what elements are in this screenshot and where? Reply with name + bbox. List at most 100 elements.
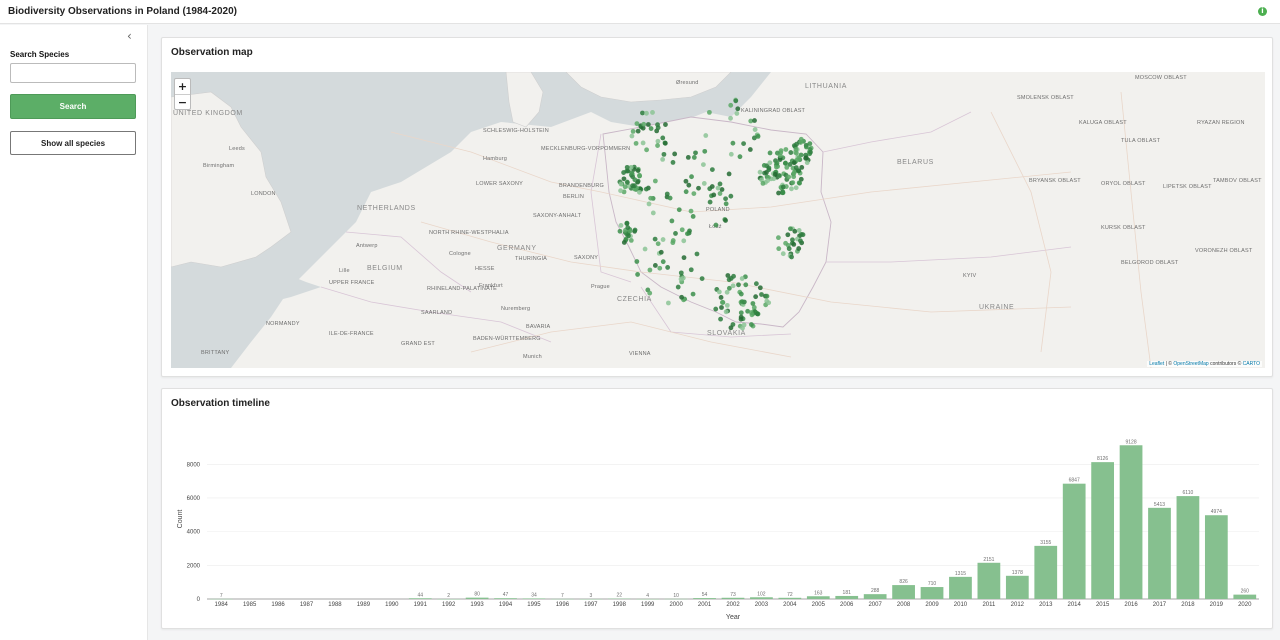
bar[interactable] bbox=[1204, 515, 1228, 599]
observation-point[interactable] bbox=[749, 312, 755, 318]
observation-point[interactable] bbox=[735, 106, 741, 112]
observation-point[interactable] bbox=[730, 283, 736, 289]
observation-point[interactable] bbox=[786, 246, 792, 252]
observation-point[interactable] bbox=[791, 170, 797, 176]
observation-point[interactable] bbox=[628, 164, 634, 170]
observation-point[interactable] bbox=[738, 310, 744, 316]
observation-point[interactable] bbox=[728, 193, 734, 199]
observation-point[interactable] bbox=[783, 160, 788, 166]
bar[interactable] bbox=[949, 576, 972, 599]
observation-point[interactable] bbox=[793, 147, 799, 152]
bar[interactable] bbox=[1233, 594, 1257, 599]
observation-point[interactable] bbox=[761, 162, 767, 168]
observation-point[interactable] bbox=[626, 233, 631, 239]
observation-point[interactable] bbox=[634, 121, 640, 126]
observation-point[interactable] bbox=[628, 237, 634, 243]
observation-point[interactable] bbox=[753, 294, 759, 300]
observation-point[interactable] bbox=[780, 251, 786, 257]
observation-point[interactable] bbox=[799, 231, 804, 237]
observation-point[interactable] bbox=[670, 160, 676, 165]
observation-point[interactable] bbox=[709, 167, 715, 173]
observation-point[interactable] bbox=[747, 147, 753, 152]
observation-point[interactable] bbox=[641, 121, 647, 127]
observation-point[interactable] bbox=[728, 115, 733, 121]
info-icon[interactable]: i bbox=[1258, 7, 1267, 16]
observation-point[interactable] bbox=[630, 174, 635, 180]
observation-point[interactable] bbox=[655, 138, 661, 144]
observation-point[interactable] bbox=[787, 162, 793, 167]
observation-point[interactable] bbox=[776, 173, 782, 178]
observation-point[interactable] bbox=[635, 179, 641, 185]
observation-point[interactable] bbox=[706, 109, 712, 115]
observation-point[interactable] bbox=[739, 299, 745, 304]
observation-point[interactable] bbox=[632, 227, 638, 233]
observation-point[interactable] bbox=[733, 98, 739, 104]
observation-point[interactable] bbox=[678, 276, 684, 282]
observation-point[interactable] bbox=[748, 118, 754, 124]
observation-point[interactable] bbox=[640, 110, 645, 116]
observation-point[interactable] bbox=[771, 176, 777, 182]
observation-point[interactable] bbox=[715, 185, 721, 191]
observation-point[interactable] bbox=[673, 231, 678, 236]
observation-point[interactable] bbox=[643, 186, 649, 192]
observation-point[interactable] bbox=[719, 305, 724, 310]
observation-point[interactable] bbox=[664, 191, 670, 197]
observation-point[interactable] bbox=[739, 276, 745, 281]
observation-point[interactable] bbox=[650, 110, 655, 115]
zoom-in-button[interactable]: + bbox=[177, 80, 188, 93]
observation-point[interactable] bbox=[789, 254, 794, 260]
observation-point[interactable] bbox=[640, 125, 646, 131]
observation-point[interactable] bbox=[730, 140, 736, 146]
observation-point[interactable] bbox=[798, 238, 803, 244]
observation-point[interactable] bbox=[655, 143, 660, 148]
bar[interactable] bbox=[806, 596, 830, 599]
observation-point[interactable] bbox=[798, 136, 804, 142]
observation-point[interactable] bbox=[633, 140, 639, 146]
observation-point[interactable] bbox=[688, 208, 694, 214]
observation-map[interactable]: UNITED KINGDOM LONDON Birmingham Leeds N… bbox=[171, 72, 1265, 368]
observation-point[interactable] bbox=[783, 147, 789, 152]
observation-point[interactable] bbox=[792, 228, 798, 234]
observation-point[interactable] bbox=[776, 235, 781, 241]
search-button[interactable]: Search bbox=[10, 94, 136, 119]
observation-point[interactable] bbox=[717, 191, 723, 196]
observation-point[interactable] bbox=[701, 181, 707, 186]
observation-point[interactable] bbox=[716, 289, 722, 295]
carto-link[interactable]: CARTO bbox=[1242, 361, 1260, 367]
observation-point[interactable] bbox=[738, 316, 744, 322]
observation-point[interactable] bbox=[751, 305, 757, 310]
observation-point[interactable] bbox=[696, 185, 701, 191]
observation-point[interactable] bbox=[669, 218, 675, 224]
observation-point[interactable] bbox=[635, 272, 640, 277]
observation-point[interactable] bbox=[681, 255, 687, 261]
observation-point[interactable] bbox=[690, 214, 696, 219]
observation-point[interactable] bbox=[786, 174, 792, 180]
observation-point[interactable] bbox=[718, 316, 723, 322]
observation-point[interactable] bbox=[662, 140, 668, 146]
observation-point[interactable] bbox=[724, 302, 730, 308]
observation-point[interactable] bbox=[764, 293, 770, 299]
observation-point[interactable] bbox=[655, 125, 661, 131]
observation-point[interactable] bbox=[660, 237, 666, 242]
observation-point[interactable] bbox=[796, 155, 802, 161]
observation-point[interactable] bbox=[647, 290, 653, 296]
observation-point[interactable] bbox=[660, 157, 666, 162]
zoom-out-button[interactable]: − bbox=[175, 94, 190, 109]
observation-point[interactable] bbox=[700, 162, 706, 167]
observation-point[interactable] bbox=[734, 111, 740, 116]
observation-point[interactable] bbox=[751, 135, 757, 141]
observation-point[interactable] bbox=[777, 153, 783, 159]
observation-point[interactable] bbox=[766, 300, 772, 306]
observation-point[interactable] bbox=[737, 154, 743, 160]
bar[interactable] bbox=[1062, 483, 1086, 599]
observation-point[interactable] bbox=[713, 306, 719, 312]
observation-point[interactable] bbox=[685, 231, 690, 237]
observation-point[interactable] bbox=[678, 270, 684, 276]
timeline-chart[interactable]: 0 2000 4000 6000 8000 7 1984 1985 1986 1987 1988 19… bbox=[162, 389, 1274, 630]
observation-point[interactable] bbox=[717, 181, 723, 187]
observation-point[interactable] bbox=[738, 291, 744, 297]
bar[interactable] bbox=[750, 597, 773, 599]
observation-point[interactable] bbox=[741, 141, 747, 147]
bar[interactable] bbox=[835, 595, 859, 599]
observation-point[interactable] bbox=[753, 281, 759, 287]
